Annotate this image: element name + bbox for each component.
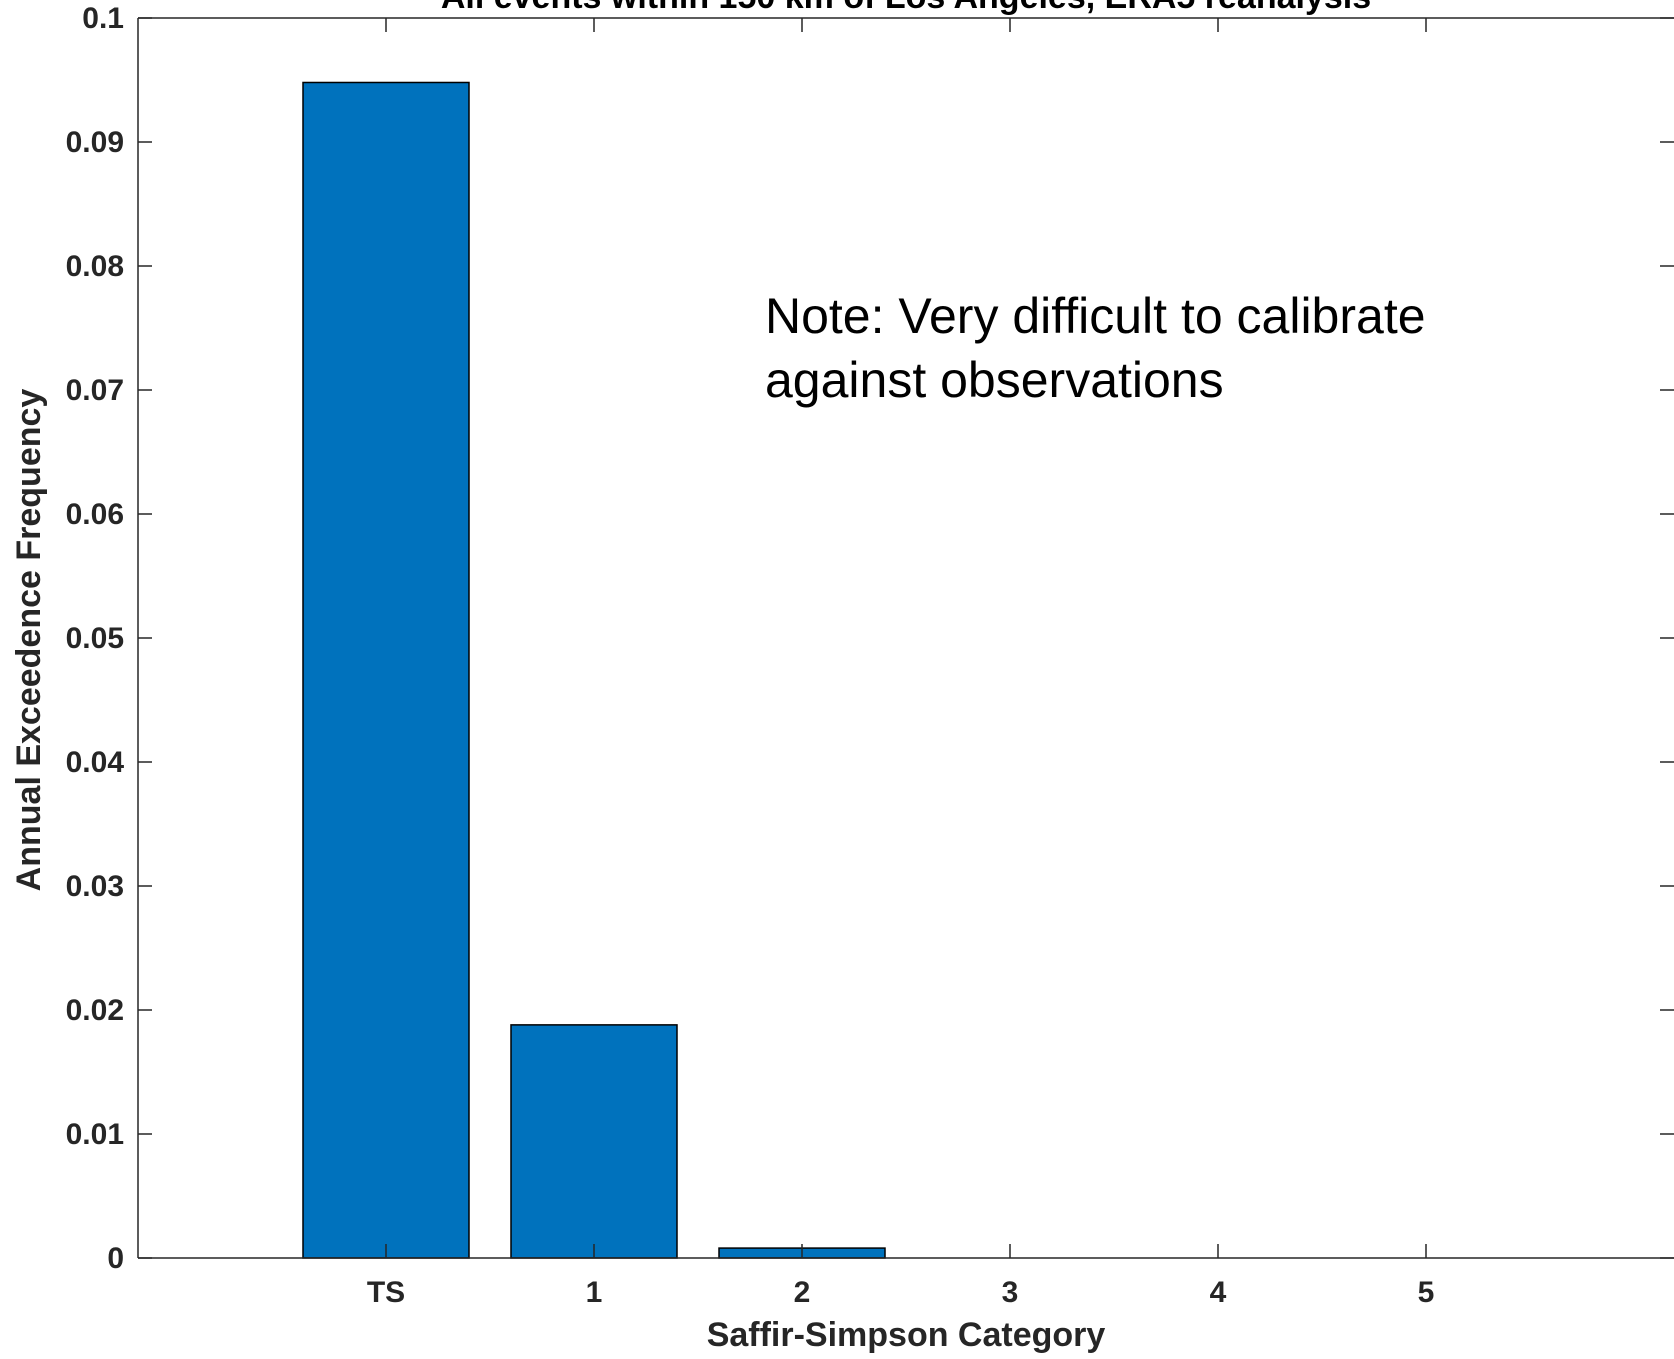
y-tick-label-0.07: 0.07 [66, 374, 124, 407]
note-annotation-line-1: Note: Very difficult to calibrate [765, 288, 1426, 344]
bar-TS [302, 81, 470, 1259]
x-tick-label-2: 2 [794, 1276, 811, 1309]
y-tick-label-0.06: 0.06 [66, 498, 124, 531]
y-tick-label-0.04: 0.04 [66, 746, 125, 779]
bars-group [302, 81, 886, 1259]
chart-title: All events within 150 km of Los Angeles,… [441, 0, 1371, 16]
x-axis-label: Saffir-Simpson Category [707, 1316, 1106, 1354]
x-tick-label-1: 1 [586, 1276, 603, 1309]
y-tick-label-0.09: 0.09 [66, 126, 124, 159]
y-tick-label-0.1: 0.1 [82, 2, 124, 35]
y-tick-label-0.05: 0.05 [66, 622, 124, 655]
y-tick-label-0.01: 0.01 [66, 1118, 124, 1151]
x-ticks-group: TS 1 2 3 4 5 [367, 18, 1435, 1309]
y-tick-label-0: 0 [107, 1242, 124, 1275]
x-tick-label-3: 3 [1002, 1276, 1019, 1309]
y-tick-label-0.03: 0.03 [66, 870, 124, 903]
y-tick-label-0.02: 0.02 [66, 994, 124, 1027]
y-axis-label: Annual Exceedence Frequency [10, 389, 48, 892]
y-ticks-group: 0 0.01 0.02 0.03 0.04 0.05 0.06 0.07 0.08 0.09 0.1 [66, 2, 1674, 1275]
x-tick-label-4: 4 [1210, 1276, 1227, 1309]
x-tick-label-5: 5 [1418, 1276, 1435, 1309]
x-tick-label-TS: TS [367, 1276, 405, 1309]
y-tick-label-0.08: 0.08 [66, 250, 124, 283]
note-annotation-line-2: against observations [765, 352, 1224, 408]
bar-1 [510, 1024, 678, 1259]
